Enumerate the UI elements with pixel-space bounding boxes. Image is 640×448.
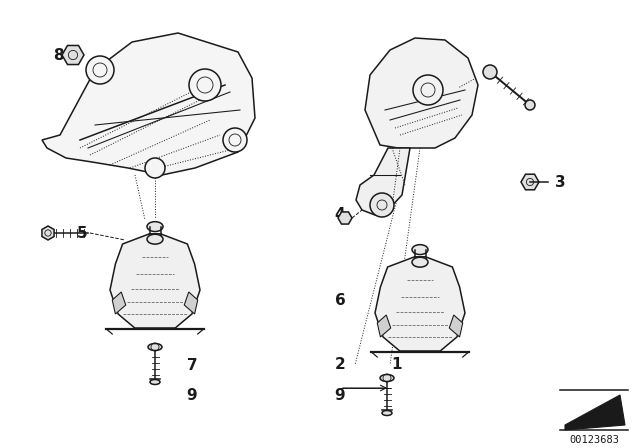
Ellipse shape bbox=[150, 379, 160, 384]
Polygon shape bbox=[184, 292, 198, 314]
Circle shape bbox=[145, 158, 165, 178]
Ellipse shape bbox=[412, 257, 428, 267]
Ellipse shape bbox=[148, 344, 162, 350]
Text: 1: 1 bbox=[392, 357, 403, 371]
Circle shape bbox=[86, 56, 114, 84]
Text: 2: 2 bbox=[335, 357, 346, 371]
Polygon shape bbox=[365, 38, 478, 148]
Polygon shape bbox=[62, 46, 84, 65]
Polygon shape bbox=[521, 174, 539, 190]
Text: 5: 5 bbox=[77, 225, 87, 241]
Text: 8: 8 bbox=[52, 47, 63, 63]
Polygon shape bbox=[42, 226, 54, 240]
Polygon shape bbox=[338, 212, 352, 224]
Text: 9: 9 bbox=[187, 388, 197, 402]
Ellipse shape bbox=[147, 222, 163, 232]
Polygon shape bbox=[110, 234, 200, 328]
Polygon shape bbox=[42, 33, 255, 175]
Polygon shape bbox=[356, 148, 410, 215]
Text: 00123683: 00123683 bbox=[569, 435, 619, 445]
Polygon shape bbox=[449, 315, 463, 337]
Ellipse shape bbox=[147, 234, 163, 244]
Polygon shape bbox=[112, 292, 125, 314]
Text: 3: 3 bbox=[555, 175, 565, 190]
Ellipse shape bbox=[382, 410, 392, 415]
Ellipse shape bbox=[380, 375, 394, 382]
Text: 4: 4 bbox=[335, 207, 346, 221]
Ellipse shape bbox=[412, 245, 428, 254]
Circle shape bbox=[223, 128, 247, 152]
Text: 6: 6 bbox=[335, 293, 346, 307]
Text: 9: 9 bbox=[335, 388, 346, 402]
Circle shape bbox=[413, 75, 443, 105]
Polygon shape bbox=[565, 395, 625, 430]
Text: 7: 7 bbox=[187, 358, 197, 372]
Polygon shape bbox=[375, 257, 465, 351]
Polygon shape bbox=[377, 315, 391, 337]
Circle shape bbox=[525, 100, 535, 110]
Circle shape bbox=[370, 193, 394, 217]
Circle shape bbox=[189, 69, 221, 101]
Circle shape bbox=[483, 65, 497, 79]
